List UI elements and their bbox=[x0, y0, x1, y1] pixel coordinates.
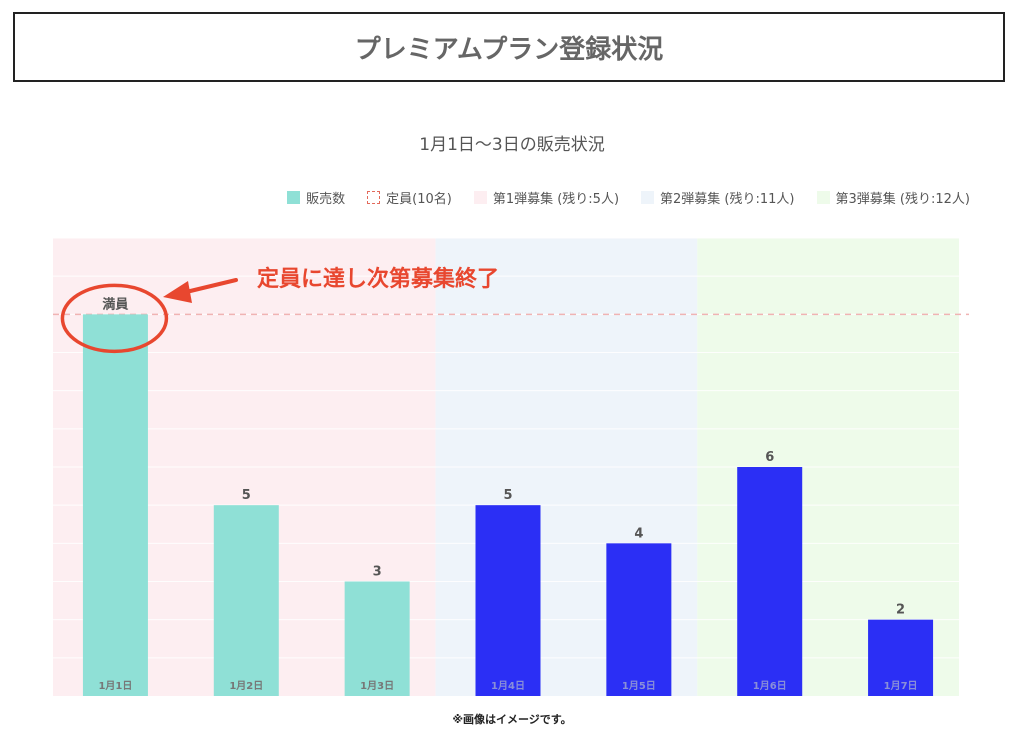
footnote: ※画像はイメージです。 bbox=[452, 713, 572, 726]
bar-4 bbox=[475, 505, 541, 696]
legend-label-sales: 販売数 bbox=[306, 192, 346, 207]
annotation-text: 定員に達し次第募集終了 bbox=[257, 266, 499, 292]
legend-label-capacity: 定員(10名) bbox=[386, 192, 452, 207]
legend-label-period-2: 第2弾募集 (残り:11人) bbox=[660, 192, 795, 207]
legend-item-period-3[interactable]: 第3弾募集 (残り:12人) bbox=[816, 188, 970, 207]
legend-swatch-sales bbox=[287, 191, 301, 204]
bar-7 bbox=[868, 619, 934, 696]
annotation-arrow-shaft bbox=[180, 278, 238, 295]
legend-label-period-3: 第3弾募集 (残り:12人) bbox=[835, 192, 970, 207]
annotation-arrow-head bbox=[163, 281, 192, 303]
tick-label-6: 1月6日 bbox=[753, 680, 787, 692]
tick-label-3: 1月3日 bbox=[360, 680, 394, 692]
page-title: プレミアムプラン登録状況 bbox=[13, 12, 1005, 82]
data-label-4: 5 bbox=[503, 488, 512, 503]
bar-1 bbox=[82, 314, 148, 696]
tick-label-4: 1月4日 bbox=[491, 680, 525, 692]
chart-legend: 販売数 定員(10名) 第1弾募集 (残り:5人) 第2弾募集 (残り:11人)… bbox=[287, 188, 970, 207]
tick-label-1: 1月1日 bbox=[98, 680, 132, 692]
data-label-3: 3 bbox=[373, 565, 382, 580]
data-label-5: 4 bbox=[634, 526, 643, 541]
legend-swatch-period-1 bbox=[473, 191, 487, 204]
bar-5 bbox=[606, 543, 672, 696]
bar-3 bbox=[344, 581, 410, 696]
legend-item-period-2[interactable]: 第2弾募集 (残り:11人) bbox=[641, 188, 795, 207]
tick-label-2: 1月2日 bbox=[229, 680, 263, 692]
legend-item-capacity[interactable]: 定員(10名) bbox=[367, 188, 452, 207]
legend-label-period-1: 第1弾募集 (残り:5人) bbox=[492, 192, 620, 207]
data-label-6: 6 bbox=[765, 450, 774, 465]
data-label-7: 2 bbox=[896, 603, 905, 618]
legend-item-sales[interactable]: 販売数 bbox=[287, 188, 345, 207]
chart-title: 1月1日〜3日の販売状況 bbox=[419, 135, 605, 155]
bar-2 bbox=[213, 505, 279, 696]
legend-swatch-capacity bbox=[367, 191, 381, 204]
legend-swatch-period-2 bbox=[641, 191, 655, 204]
bar-6 bbox=[737, 467, 803, 696]
data-label-1: 満員 bbox=[102, 296, 128, 312]
tick-label-5: 1月5日 bbox=[622, 680, 656, 692]
annotation-circle bbox=[60, 283, 169, 354]
tick-label-7: 1月7日 bbox=[884, 680, 918, 692]
legend-swatch-period-3 bbox=[816, 191, 830, 204]
legend-item-period-1[interactable]: 第1弾募集 (残り:5人) bbox=[473, 188, 620, 207]
data-label-2: 5 bbox=[242, 488, 251, 503]
